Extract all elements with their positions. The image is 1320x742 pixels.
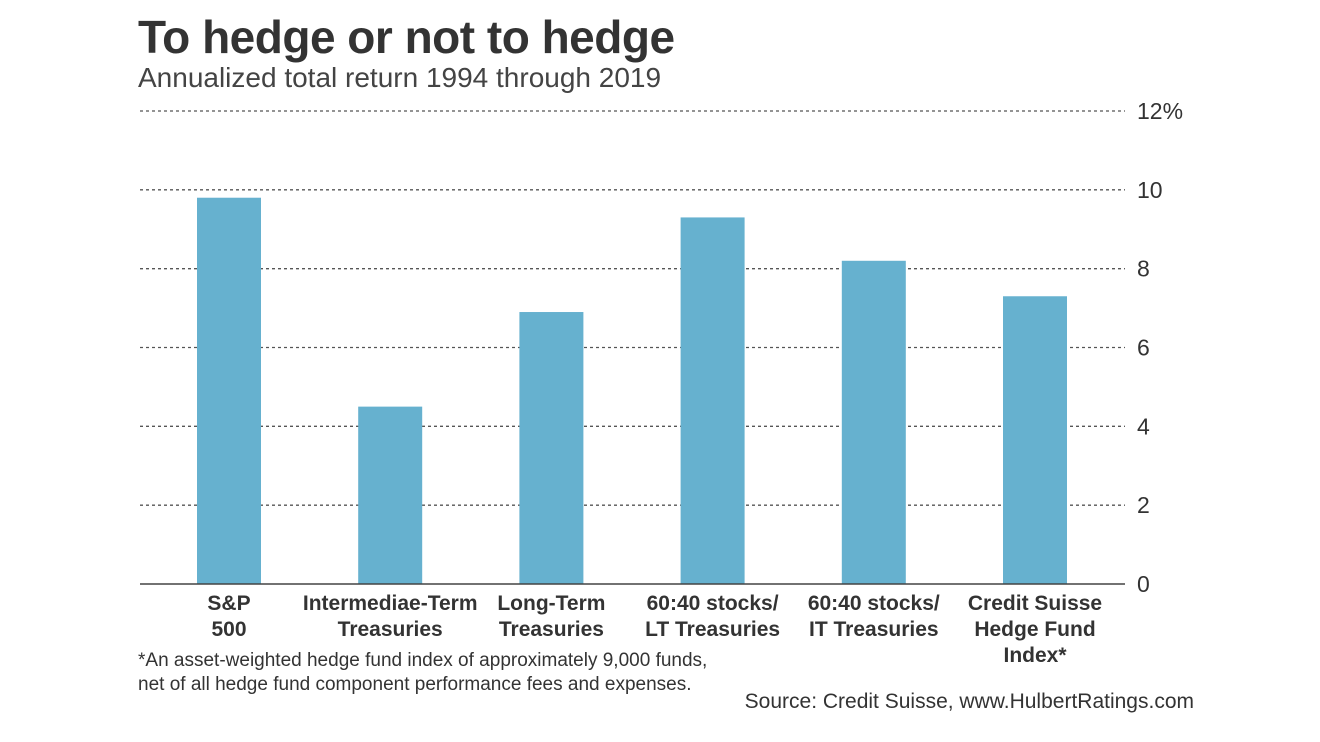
category-labels: S&P 500 Intermediae-Term Treasuries Long-Ter… — [207, 592, 1102, 667]
chart-title: To hedge or not to hedge — [138, 11, 675, 63]
category-label-5: Credit Suisse Hedge Fund Index* — [968, 592, 1102, 667]
y-tick-label-10: 10 — [1137, 177, 1163, 203]
category-label-1: Intermediae-Term Treasuries — [303, 592, 478, 641]
y-tick-label-12: 12% — [1137, 98, 1183, 124]
footnote: *An asset-weighted hedge fund index of a… — [138, 649, 707, 697]
bar-5 — [1003, 296, 1067, 584]
category-label-3: 60:40 stocks/LT Treasuries — [645, 592, 780, 641]
chart-subtitle: Annualized total return 1994 through 201… — [138, 62, 662, 93]
bar-0 — [197, 197, 261, 584]
y-axis-tick-labels: 0 2 4 6 8 10 12% — [1137, 98, 1183, 597]
bar-1 — [358, 406, 423, 584]
category-label-2: Long-Term Treasuries — [497, 592, 605, 641]
footnote-line-2: net of all hedge fund component performa… — [138, 674, 692, 695]
y-tick-label-2: 2 — [1137, 492, 1150, 518]
y-tick-label-4: 4 — [1137, 413, 1150, 439]
source-credit: Source: Credit Suisse, www.HulbertRating… — [744, 690, 1194, 713]
gridlines — [140, 110, 1125, 506]
category-label-0: S&P 500 — [207, 592, 250, 641]
y-tick-label-6: 6 — [1137, 335, 1150, 361]
footnote-line-1: *An asset-weighted hedge fund index of a… — [138, 650, 708, 671]
y-tick-label-0: 0 — [1137, 571, 1150, 597]
y-tick-label-8: 8 — [1137, 256, 1150, 282]
category-label-4: 60:40 stocks/IT Treasuries — [808, 592, 940, 641]
bars — [197, 197, 1067, 585]
bar-2 — [519, 312, 584, 584]
bar-3 — [680, 217, 745, 585]
bar-4 — [841, 260, 906, 584]
